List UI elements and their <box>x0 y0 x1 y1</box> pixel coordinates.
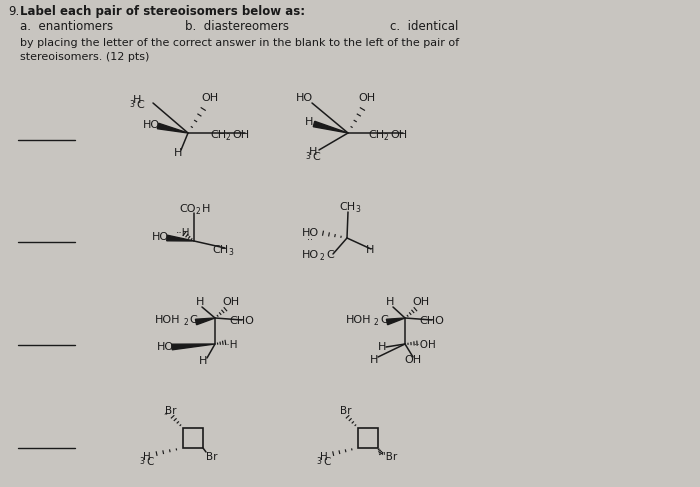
Text: HOH: HOH <box>346 315 372 325</box>
Text: 2: 2 <box>374 318 379 327</box>
Text: HO: HO <box>302 250 319 260</box>
Text: HO: HO <box>302 228 319 238</box>
Text: H: H <box>370 355 379 365</box>
Text: CH: CH <box>212 245 228 255</box>
Text: 3: 3 <box>228 248 233 257</box>
Text: 2: 2 <box>196 207 201 216</box>
Text: ,,: ,, <box>163 407 168 416</box>
Text: b.  diastereomers: b. diastereomers <box>185 20 289 33</box>
Text: "Br: "Br <box>381 452 398 462</box>
Text: Br: Br <box>165 406 176 416</box>
Text: H: H <box>305 117 314 127</box>
Text: CHO: CHO <box>229 316 254 326</box>
Polygon shape <box>195 318 215 325</box>
Text: CO: CO <box>179 204 195 214</box>
Text: H: H <box>143 452 150 462</box>
Text: HOH: HOH <box>155 315 181 325</box>
Polygon shape <box>314 121 348 133</box>
Text: ··H: ··H <box>224 340 239 350</box>
Text: CHO: CHO <box>419 316 444 326</box>
Text: OH: OH <box>201 93 218 103</box>
Text: C: C <box>189 315 197 325</box>
Text: 3: 3 <box>305 152 310 161</box>
Polygon shape <box>167 235 194 241</box>
Text: OH: OH <box>222 297 239 307</box>
Text: OH: OH <box>390 130 407 140</box>
Text: HO: HO <box>296 93 313 103</box>
Text: H: H <box>174 148 183 158</box>
Text: C: C <box>326 250 334 260</box>
Text: 2: 2 <box>183 318 188 327</box>
Text: C: C <box>146 457 153 467</box>
Polygon shape <box>172 344 215 350</box>
Text: 3: 3 <box>355 205 360 214</box>
Text: 9.: 9. <box>8 5 20 18</box>
Text: OH: OH <box>412 297 429 307</box>
Text: C: C <box>380 315 388 325</box>
Text: ··H: ··H <box>176 228 190 238</box>
Text: CH: CH <box>368 130 384 140</box>
Text: 3: 3 <box>316 457 321 466</box>
Text: H: H <box>309 147 317 157</box>
Text: 2: 2 <box>226 133 231 142</box>
Text: Br: Br <box>206 452 218 462</box>
Text: H: H <box>196 297 204 307</box>
Text: H: H <box>199 356 207 366</box>
Text: OH: OH <box>404 355 421 365</box>
Text: C: C <box>323 457 330 467</box>
Text: H: H <box>133 95 141 105</box>
Text: HO: HO <box>157 342 174 352</box>
Text: ··OH: ··OH <box>414 340 437 350</box>
Text: by placing the letter of the correct answer in the blank to the left of the pair: by placing the letter of the correct ans… <box>20 38 459 48</box>
Text: 2: 2 <box>384 133 388 142</box>
Text: C: C <box>136 100 144 110</box>
Text: ··: ·· <box>307 235 313 245</box>
Text: 3: 3 <box>139 457 144 466</box>
Text: OH: OH <box>358 93 375 103</box>
Text: 2: 2 <box>320 253 325 262</box>
Text: Label each pair of stereoisomers below as:: Label each pair of stereoisomers below a… <box>20 5 305 18</box>
Text: stereoisomers. (12 pts): stereoisomers. (12 pts) <box>20 52 149 62</box>
Polygon shape <box>158 123 188 133</box>
Text: H: H <box>366 245 375 255</box>
Text: Br: Br <box>340 406 351 416</box>
Text: 3: 3 <box>129 100 134 109</box>
Text: OH: OH <box>232 130 249 140</box>
Text: H: H <box>378 342 386 352</box>
Polygon shape <box>386 318 405 325</box>
Text: CH: CH <box>210 130 226 140</box>
Text: CH: CH <box>339 202 355 212</box>
Text: C: C <box>312 152 320 162</box>
Text: H: H <box>202 204 211 214</box>
Text: c.  identical: c. identical <box>390 20 458 33</box>
Text: HO: HO <box>152 232 169 242</box>
Text: a.  enantiomers: a. enantiomers <box>20 20 113 33</box>
Text: H: H <box>386 297 394 307</box>
Text: HO: HO <box>143 120 160 130</box>
Text: H: H <box>320 452 328 462</box>
